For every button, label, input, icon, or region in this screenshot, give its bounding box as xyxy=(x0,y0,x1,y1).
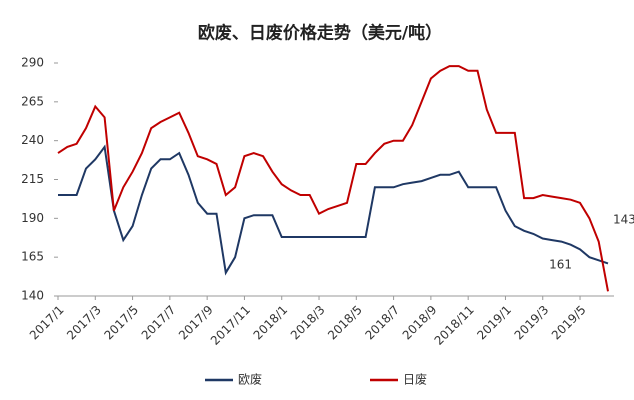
annotation: 161 xyxy=(549,258,572,272)
x-tick-label: 2017/3 xyxy=(64,303,104,343)
x-tick-label: 2019/5 xyxy=(549,303,589,343)
annotation: 143 xyxy=(613,213,634,227)
y-tick-label: 140 xyxy=(21,289,44,303)
y-tick-label: 290 xyxy=(21,56,44,70)
y-tick-label: 165 xyxy=(21,250,44,264)
x-tick-label: 2018/7 xyxy=(362,303,402,343)
y-tick-label: 190 xyxy=(21,211,44,225)
x-tick-label: 2018/1 xyxy=(251,303,291,343)
y-tick-label: 240 xyxy=(21,133,44,147)
legend-label: 欧废 xyxy=(238,372,262,387)
x-tick-label: 2017/5 xyxy=(101,303,141,343)
y-tick-label: 215 xyxy=(21,172,44,186)
chart-title: 欧废、日废价格走势（美元/吨） xyxy=(198,23,442,44)
x-tick-label: 2019/3 xyxy=(512,303,552,343)
x-tick-label: 2017/7 xyxy=(139,303,179,343)
series-line xyxy=(58,144,609,276)
x-tick-label: 2017/1 xyxy=(27,303,67,343)
legend-label: 日废 xyxy=(403,372,427,387)
y-tick-label: 265 xyxy=(21,94,44,108)
x-tick-label: 2018/5 xyxy=(325,303,365,343)
x-tick-label: 2017/11 xyxy=(208,303,253,348)
x-tick-label: 2018/11 xyxy=(432,303,477,348)
series-line xyxy=(57,65,609,292)
x-tick-label: 2018/3 xyxy=(288,303,328,343)
x-tick-label: 2019/1 xyxy=(474,303,514,343)
